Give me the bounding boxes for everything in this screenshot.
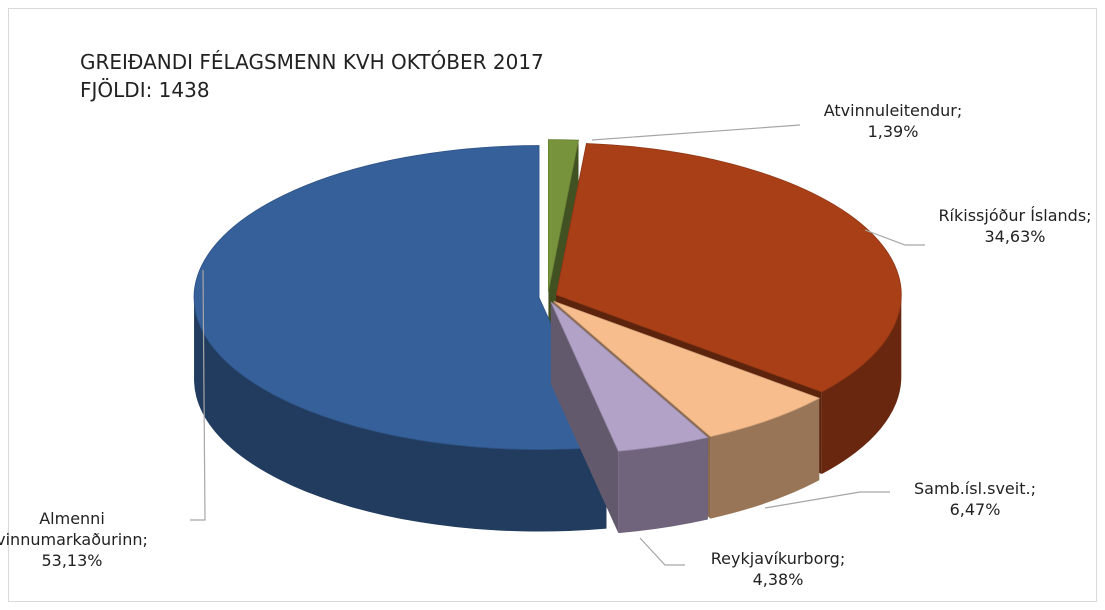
leader-line: [591, 124, 801, 141]
data-label: Samb.ísl.sveit.; 6,47%: [893, 478, 1058, 520]
slice-top: [547, 139, 579, 292]
leader-line: [764, 491, 890, 509]
slice-side: [710, 398, 820, 519]
label-value: 6,47%: [949, 500, 1001, 519]
leader-lines: [190, 124, 925, 566]
label-separator: ;: [1030, 479, 1036, 498]
label-separator: ;: [1086, 206, 1092, 225]
data-label: Reykjavíkurborg; 4,38%: [693, 548, 863, 590]
slice-side: [821, 294, 902, 474]
data-label: Atvinnuleitendur; 1,39%: [806, 100, 981, 142]
data-label: Ríkissjóður Íslands; 34,63%: [935, 205, 1095, 247]
label-separator: ;: [839, 549, 846, 568]
slice-cut-face: [550, 302, 619, 534]
label-value: 34,63%: [984, 227, 1046, 246]
label-category: Almenni vinnumarkaðurinn: [0, 509, 143, 549]
pie: [193, 139, 902, 534]
slice-top: [553, 300, 821, 438]
label-separator: ;: [142, 530, 148, 549]
label-separator: ;: [956, 101, 963, 120]
leader-line: [190, 269, 206, 521]
leader-line: [864, 229, 925, 246]
data-label: Almenni vinnumarkaðurinn; 53,13%: [0, 508, 162, 571]
slice-side: [194, 297, 607, 532]
leader-line: [639, 537, 685, 566]
chart-subtitle: FJÖLDI: 1438: [80, 78, 210, 102]
label-category: Reykjavíkurborg: [710, 549, 840, 568]
pie-slice: [550, 301, 709, 534]
slice-top: [555, 143, 902, 393]
label-value: 4,38%: [752, 570, 804, 589]
label-category: Atvinnuleitendur: [823, 101, 957, 120]
chart-title: GREIÐANDI FÉLAGSMENN KVH OKTÓBER 2017: [80, 50, 544, 74]
label-value: 1,39%: [867, 122, 919, 141]
slice-top: [193, 145, 608, 450]
label-value: 53,13%: [41, 551, 103, 570]
label-category: Ríkissjóður Íslands: [938, 206, 1087, 225]
slice-top: [550, 301, 709, 452]
label-category: Samb.ísl.sveit.: [914, 479, 1031, 498]
slice-side: [618, 437, 708, 534]
